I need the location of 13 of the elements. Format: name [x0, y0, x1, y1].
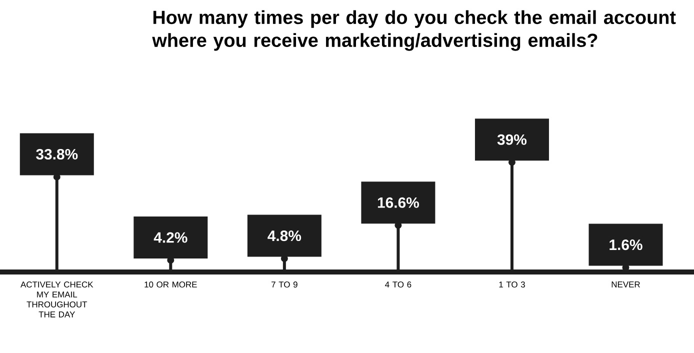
chart-title: How many times per day do you check the email account where you receive marketing/advertising emails?: [152, 10, 676, 51]
x-tick-label: NEVER: [612, 282, 640, 288]
data-label: 33.8%: [36, 148, 78, 160]
data-label: 4.2%: [154, 232, 188, 243]
x-tick-label: 7 TO 9: [272, 282, 298, 288]
x-tick-label: 10 OR MORE: [144, 282, 197, 288]
data-label: 39%: [497, 134, 527, 145]
data-label: 1.6%: [610, 240, 642, 250]
data-label: 4.8%: [268, 230, 302, 242]
x-tick-label: ACTIVELY CHECK MY EMAIL THROUGHOUT THE DAY: [20, 282, 94, 318]
x-tick-label: 4 TO 6: [385, 282, 412, 288]
x-tick-label: 1 TO 3: [499, 282, 525, 288]
data-label: 16.6%: [378, 197, 419, 208]
